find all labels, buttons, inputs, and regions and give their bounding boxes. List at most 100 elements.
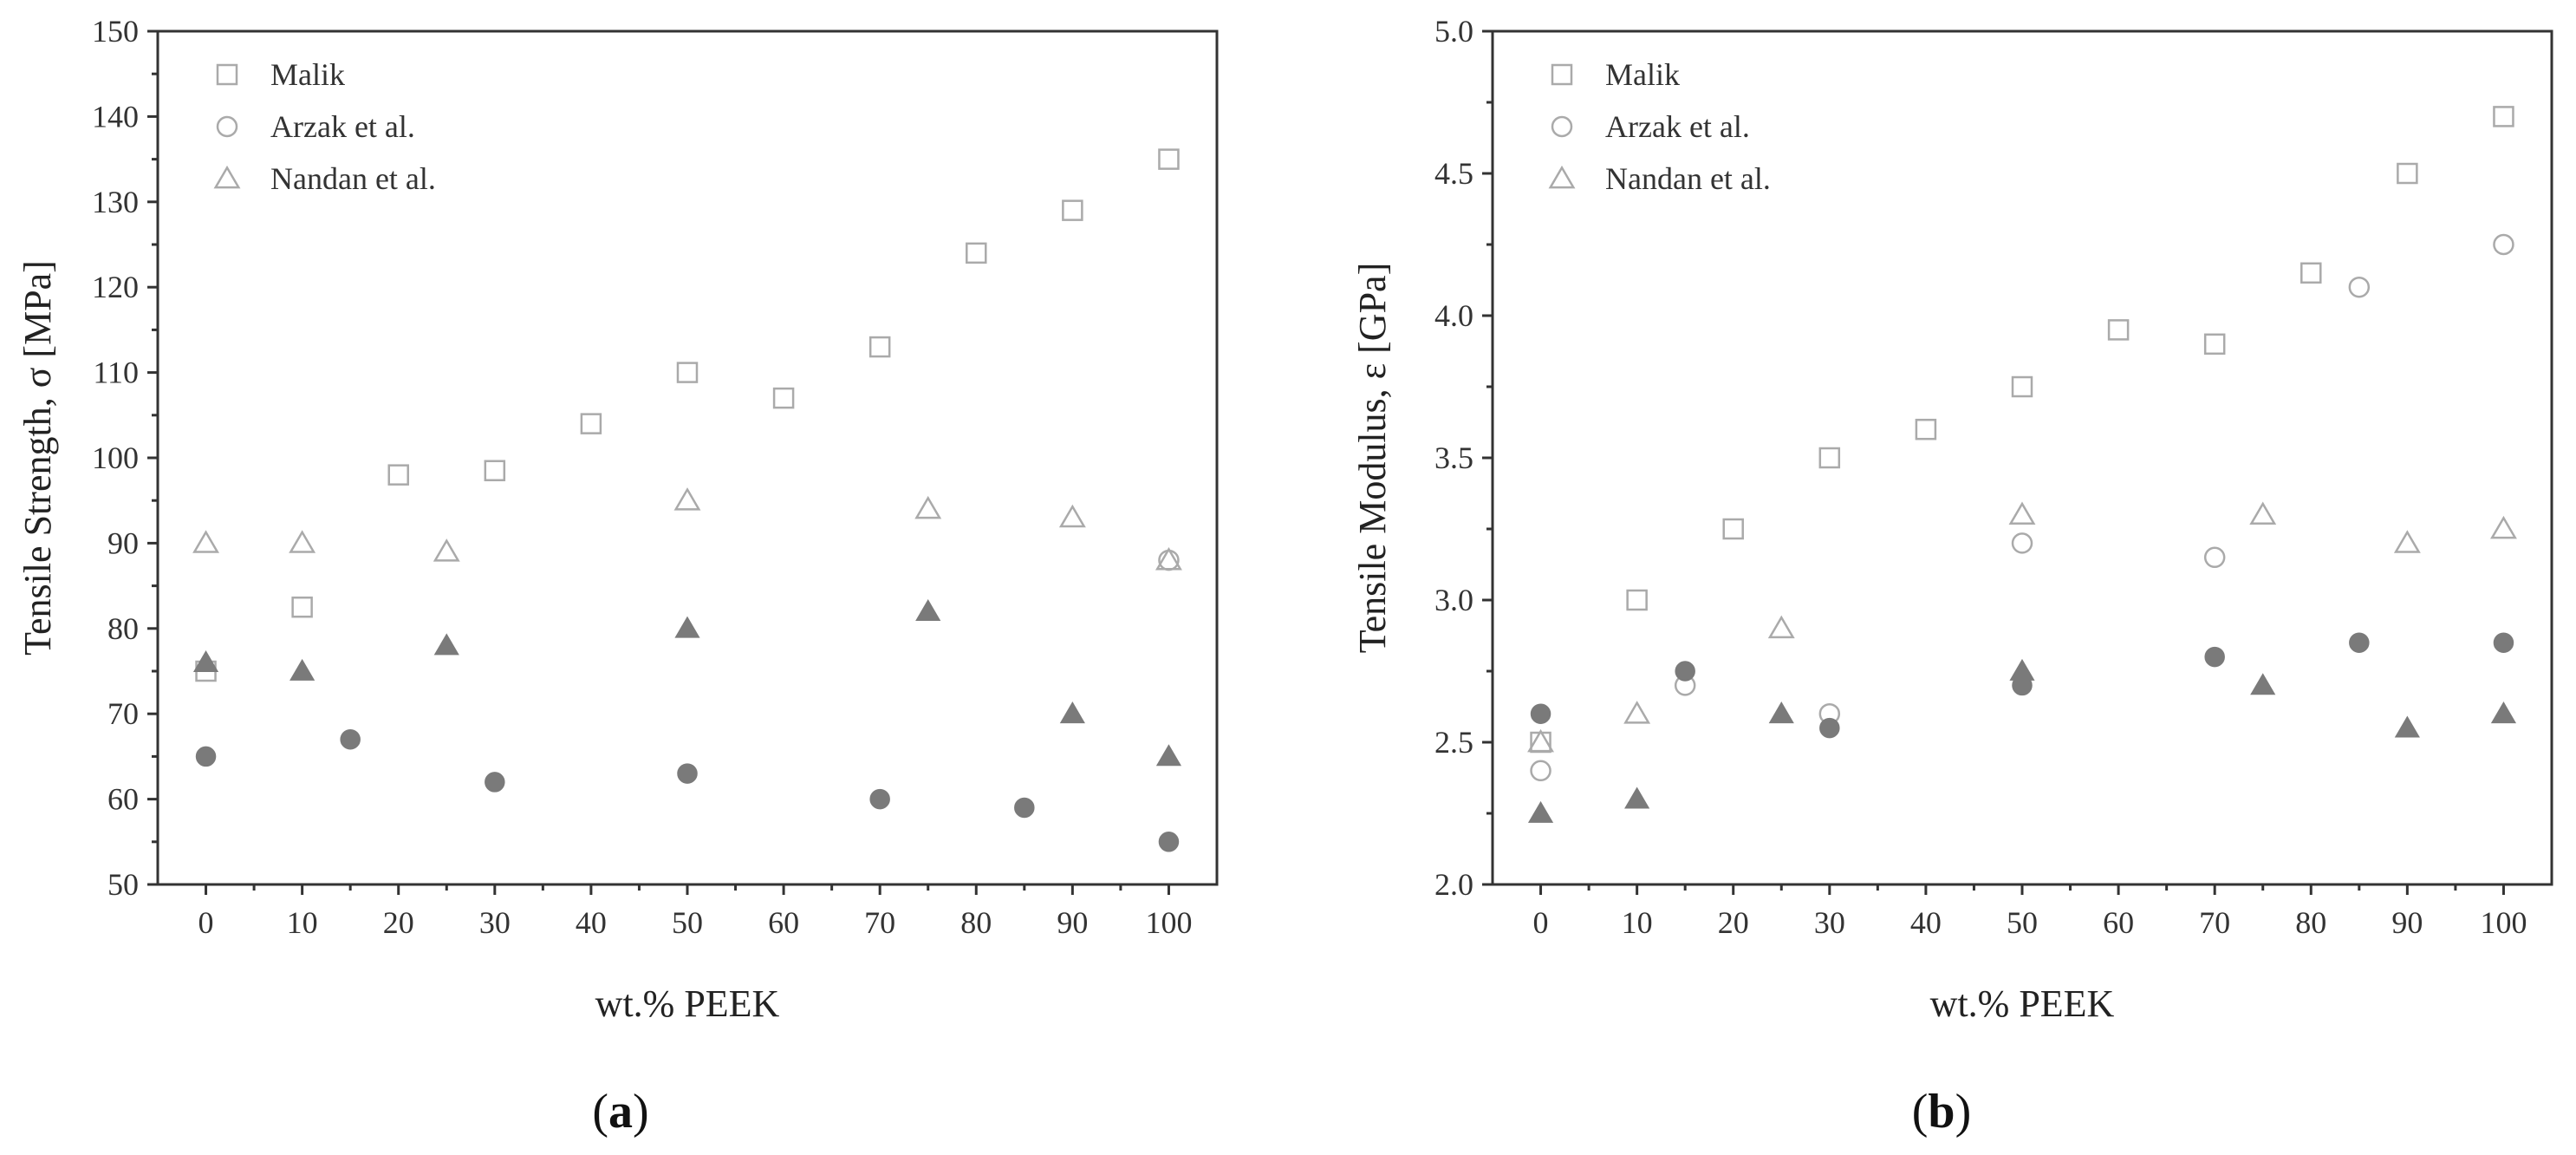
x-tick-label: 30 bbox=[1814, 905, 1845, 940]
data-point bbox=[1624, 786, 1650, 809]
data-point bbox=[1155, 744, 1182, 767]
data-point bbox=[2011, 532, 2033, 554]
y-tick-label: 130 bbox=[92, 185, 139, 219]
y-axis-ticks: 2.0 2.5 3.0 3.5 4.0 4.5 5.0 bbox=[1434, 14, 1493, 902]
data-point bbox=[2107, 319, 2130, 341]
y-tick-label: 5.0 bbox=[1434, 14, 1473, 49]
data-point bbox=[2493, 632, 2514, 653]
data-point bbox=[1014, 797, 1035, 819]
data-point bbox=[966, 242, 987, 264]
legend-label: Nandan et al. bbox=[1605, 161, 1771, 196]
data-point bbox=[2203, 333, 2226, 356]
data-point bbox=[580, 413, 602, 434]
data-point bbox=[915, 598, 941, 621]
y-axis-title: Tensile Modulus, ε [GPa] bbox=[1351, 263, 1394, 653]
plot-frame bbox=[156, 29, 1219, 886]
x-axis-ticks: 0 10 20 30 40 50 60 70 80 90 100 bbox=[198, 884, 1192, 940]
data-point bbox=[1530, 703, 1551, 724]
y-tick-label: 4.5 bbox=[1434, 156, 1473, 191]
x-tick-label: 50 bbox=[672, 905, 703, 940]
data-point bbox=[914, 495, 942, 519]
legend-label: Arzak et al. bbox=[1605, 109, 1750, 144]
data-point bbox=[1768, 701, 1794, 724]
data-point bbox=[192, 530, 220, 553]
data-point bbox=[2348, 276, 2371, 298]
data-point bbox=[1062, 199, 1083, 221]
data-point bbox=[2490, 701, 2517, 724]
data-point bbox=[1527, 728, 1555, 753]
data-point bbox=[677, 763, 698, 784]
legend: Malik Arzak et al. Nandan et al. bbox=[213, 57, 436, 196]
data-point bbox=[2203, 546, 2226, 569]
x-axis-title: wt.% PEEK bbox=[1930, 982, 2115, 1025]
legend-marker bbox=[1551, 63, 1573, 86]
data-point bbox=[291, 596, 313, 618]
y-tick-label: 3.5 bbox=[1434, 440, 1473, 475]
legend-label: Malik bbox=[1605, 57, 1680, 92]
x-tick-label: 40 bbox=[1910, 905, 1942, 940]
data-point bbox=[676, 362, 699, 383]
y-tick-label: 60 bbox=[107, 782, 139, 817]
x-axis-title: wt.% PEEK bbox=[595, 982, 780, 1025]
data-point bbox=[433, 538, 460, 562]
data-point bbox=[289, 658, 315, 681]
panel-label: (b) bbox=[1912, 1085, 1971, 1139]
data-point bbox=[289, 530, 316, 553]
data-point bbox=[868, 336, 891, 358]
x-tick-label: 20 bbox=[1718, 905, 1749, 940]
data-point bbox=[1818, 447, 1841, 469]
data-point bbox=[2397, 162, 2418, 185]
data-point bbox=[2008, 501, 2036, 525]
legend-marker bbox=[216, 63, 238, 86]
y-tick-label: 2.5 bbox=[1434, 725, 1473, 760]
data-point bbox=[1527, 800, 1554, 823]
y-tick-label: 2.0 bbox=[1434, 867, 1473, 902]
y-tick-label: 80 bbox=[107, 611, 139, 646]
data-point bbox=[673, 487, 701, 511]
data-point bbox=[2393, 530, 2421, 553]
x-tick-label: 100 bbox=[1145, 905, 1192, 940]
legend-marker bbox=[213, 165, 241, 189]
x-tick-label: 70 bbox=[864, 905, 895, 940]
x-tick-label: 0 bbox=[198, 905, 214, 940]
data-point bbox=[1722, 518, 1744, 540]
data-point bbox=[2493, 233, 2514, 256]
panel-b: 0 10 20 30 40 50 60 70 80 90 100 2.0 2.5 3.0 3.5 4.0 4.… bbox=[1351, 14, 2553, 1139]
data-point bbox=[340, 728, 361, 750]
data-point bbox=[1158, 148, 1180, 170]
y-tick-label: 50 bbox=[107, 867, 139, 902]
legend-marker bbox=[216, 115, 238, 138]
x-axis-ticks: 0 10 20 30 40 50 60 70 80 90 100 bbox=[1533, 884, 2527, 940]
data-point bbox=[1155, 546, 1182, 571]
data-point bbox=[772, 387, 795, 409]
legend: Malik Arzak et al. Nandan et al. bbox=[1548, 57, 1771, 196]
data-point bbox=[1058, 504, 1086, 528]
x-tick-label: 50 bbox=[2007, 905, 2038, 940]
data-point bbox=[2249, 501, 2277, 525]
y-tick-label: 100 bbox=[92, 440, 139, 475]
y-tick-label: 150 bbox=[92, 14, 139, 49]
data-point bbox=[2204, 646, 2225, 668]
data-point bbox=[484, 460, 506, 482]
data-point bbox=[2493, 106, 2514, 127]
x-tick-label: 80 bbox=[960, 905, 992, 940]
x-tick-label: 30 bbox=[479, 905, 511, 940]
y-tick-label: 140 bbox=[92, 99, 139, 134]
data-point bbox=[1626, 589, 1648, 611]
y-tick-label: 3.0 bbox=[1434, 583, 1473, 617]
y-tick-label: 110 bbox=[93, 356, 139, 390]
x-tick-label: 20 bbox=[383, 905, 414, 940]
data-point bbox=[2011, 375, 2033, 398]
x-tick-label: 90 bbox=[2391, 905, 2423, 940]
data-point bbox=[674, 616, 700, 638]
plot-frame bbox=[1491, 29, 2553, 886]
x-tick-label: 10 bbox=[287, 905, 318, 940]
x-tick-label: 10 bbox=[1622, 905, 1653, 940]
data-point bbox=[1623, 701, 1651, 724]
panel-label: (a) bbox=[592, 1085, 648, 1139]
data-markers bbox=[192, 148, 1182, 852]
data-point bbox=[2349, 632, 2370, 653]
data-point bbox=[1675, 661, 1695, 682]
data-point bbox=[1767, 615, 1795, 639]
